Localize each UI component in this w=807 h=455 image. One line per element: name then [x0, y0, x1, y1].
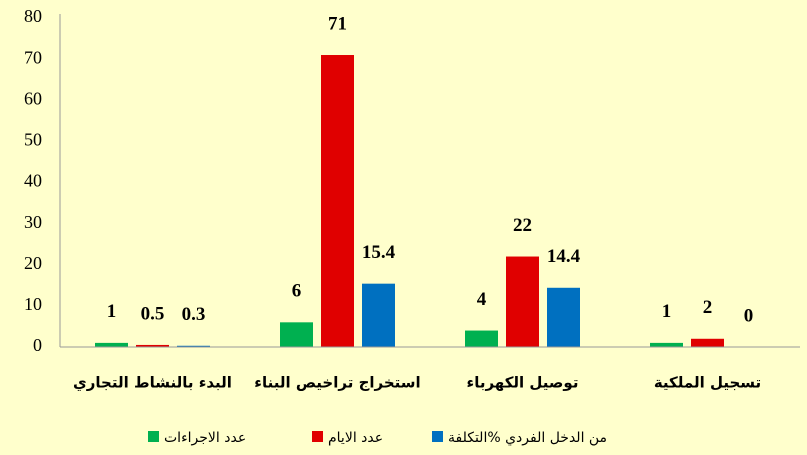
legend-swatch [148, 431, 159, 442]
data-label: 4 [477, 289, 487, 310]
bar [321, 55, 354, 347]
y-tick-label: 80 [24, 6, 42, 26]
legend-label: عدد الايام [328, 430, 383, 446]
y-tick-label: 40 [24, 171, 42, 191]
legend-swatch [312, 431, 323, 442]
legend-label: عدد الاجراءات [164, 430, 246, 446]
y-tick-label: 10 [24, 294, 42, 314]
legend-swatch [432, 431, 443, 442]
y-tick-label: 70 [24, 47, 42, 67]
data-label: 0 [744, 305, 754, 326]
bar [465, 330, 498, 347]
bar [362, 283, 395, 347]
bar [136, 344, 169, 347]
y-tick-label: 60 [24, 88, 42, 108]
bar [547, 287, 580, 347]
bar [177, 345, 210, 347]
bar [95, 342, 128, 347]
data-label: 15.4 [362, 242, 396, 263]
data-label: 14.4 [547, 246, 581, 267]
data-label: 22 [513, 215, 532, 236]
bar [506, 256, 539, 347]
y-tick-label: 30 [24, 212, 42, 232]
bar [280, 322, 313, 347]
y-tick-label: 20 [24, 253, 42, 273]
x-tick-label: تسجيل الملكية [654, 374, 761, 392]
y-tick-label: 50 [24, 130, 42, 150]
data-label: 1 [662, 301, 672, 322]
data-label: 71 [328, 13, 347, 34]
data-label: 0.3 [182, 304, 206, 325]
bar [650, 342, 683, 347]
data-label: 2 [703, 297, 713, 318]
legend-label: من الدخل الفردي %التكلفة [448, 430, 607, 446]
data-label: 0.5 [141, 303, 165, 324]
x-tick-label: توصيل الكهرباء [467, 374, 579, 392]
data-label: 1 [107, 301, 117, 322]
x-tick-label: البدء بالنشاط التجاري [73, 374, 232, 393]
y-tick-label: 0 [33, 335, 42, 355]
bar [691, 338, 724, 347]
data-label: 6 [292, 281, 302, 302]
x-tick-label: استخراج تراخيص البناء [254, 374, 420, 392]
